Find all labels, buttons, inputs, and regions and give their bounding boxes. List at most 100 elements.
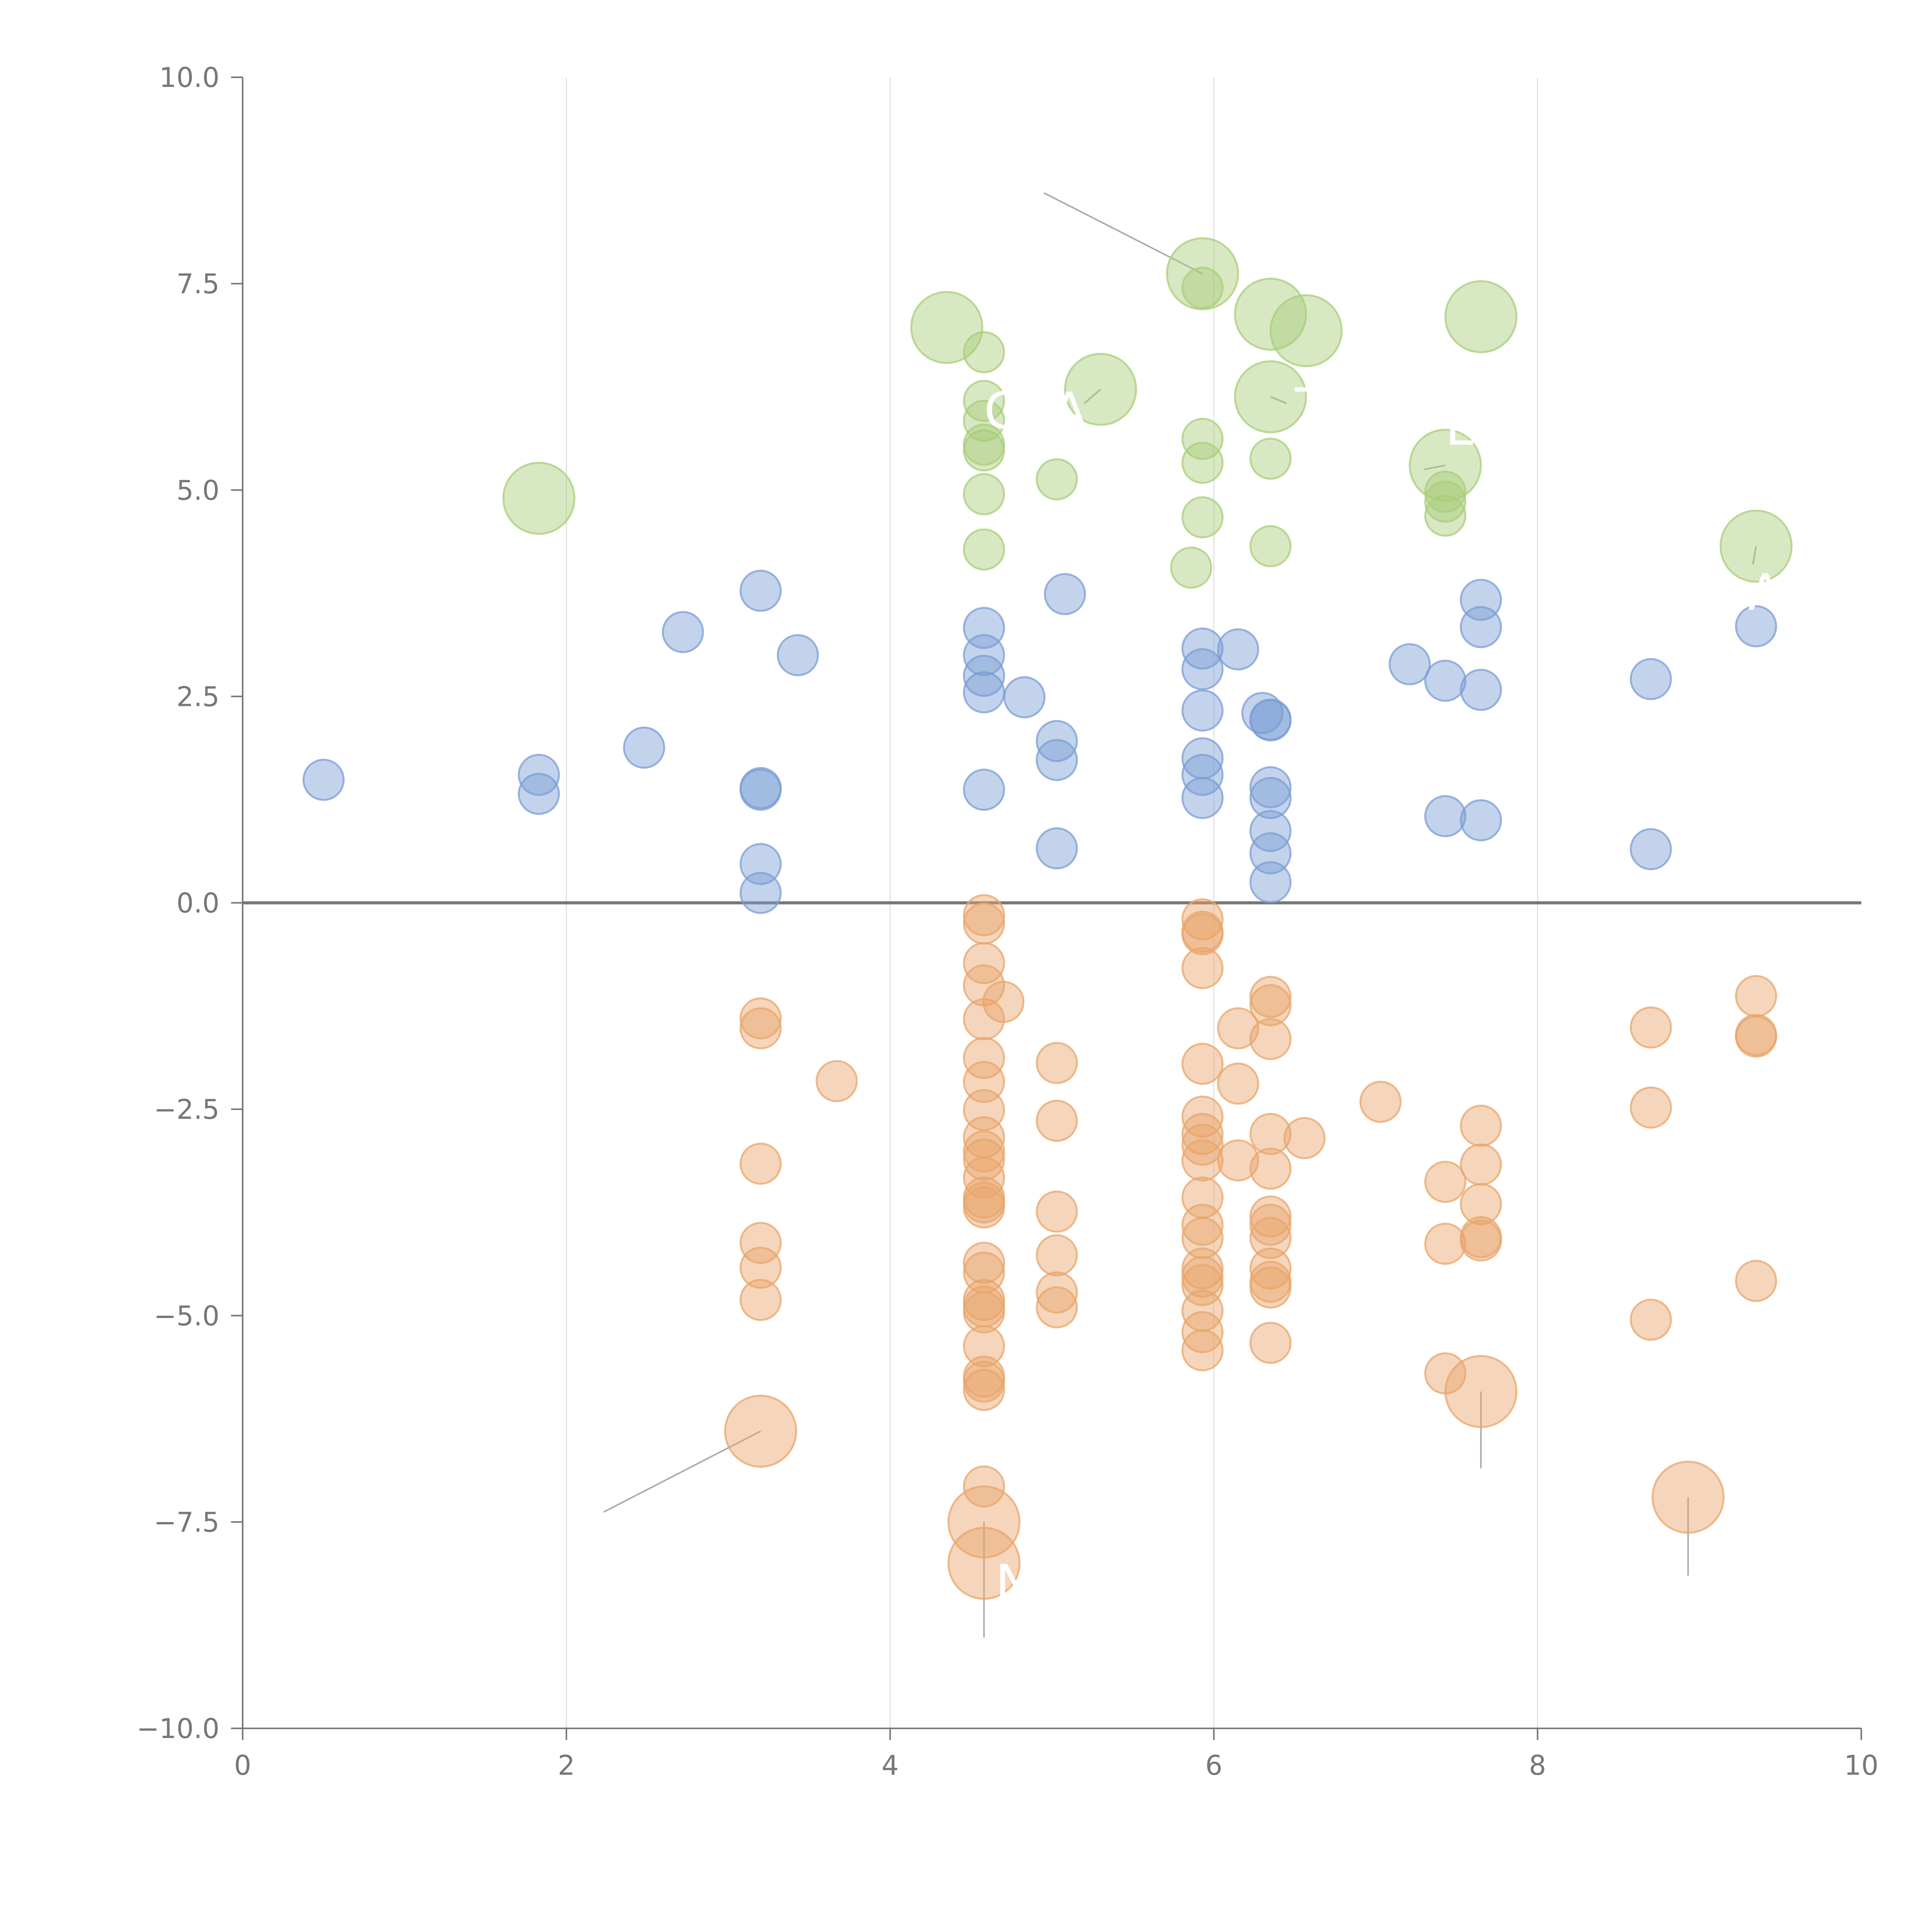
orange-point xyxy=(1181,1204,1224,1246)
orange-point xyxy=(1249,1147,1292,1190)
axes: 0 2 4 6 8 10 10.0 7.5 5.0 2.5 0.0 −2.5 −5.0 −7.5 −10.0 xyxy=(136,62,1878,1781)
blue-point xyxy=(963,671,1005,714)
orange-point xyxy=(1444,1355,1518,1428)
orange-point xyxy=(1217,1139,1259,1182)
orange-point xyxy=(1359,1080,1402,1123)
orange-point xyxy=(963,1369,1005,1411)
green-point xyxy=(1424,471,1466,513)
y-tick-label: −5.0 xyxy=(154,1300,219,1332)
orange-point xyxy=(1249,1113,1292,1155)
orange-point xyxy=(1036,1190,1078,1233)
orange-point xyxy=(739,1279,782,1321)
orange-point xyxy=(1181,1123,1224,1166)
orange-point xyxy=(1217,1007,1259,1049)
orange-point xyxy=(1249,1018,1292,1060)
blue-point xyxy=(1181,777,1224,819)
callout-label: L xyxy=(1445,398,1473,457)
orange-point xyxy=(1629,1298,1672,1341)
orange-point xyxy=(739,1247,782,1289)
x-tick-label: 8 xyxy=(1529,1750,1546,1781)
blue-point xyxy=(1036,739,1078,781)
x-tick-label: 6 xyxy=(1205,1750,1223,1781)
green-point xyxy=(1166,237,1239,310)
orange-point xyxy=(739,1143,782,1185)
orange-point xyxy=(739,1007,782,1049)
y-tick-label: −10.0 xyxy=(136,1713,219,1745)
orange-point xyxy=(963,1138,1005,1181)
blue-point xyxy=(739,843,782,885)
blue-point xyxy=(1424,660,1466,702)
orange-point xyxy=(1036,1271,1078,1314)
callout-label: A xyxy=(1052,381,1087,440)
green-point xyxy=(963,429,1005,472)
y-tick-label: 10.0 xyxy=(159,62,219,94)
orange-point xyxy=(1629,1086,1672,1129)
blue-point xyxy=(1217,628,1259,671)
x-tick-label: 0 xyxy=(234,1750,252,1781)
y-tick-label: 2.5 xyxy=(177,681,219,713)
green-point xyxy=(502,462,576,535)
blue-point xyxy=(1424,795,1466,837)
y-tick-label: 7.5 xyxy=(177,268,219,300)
orange-point xyxy=(1460,1219,1502,1262)
blue-point xyxy=(1181,753,1224,796)
green-point xyxy=(1036,458,1078,500)
orange-point xyxy=(1424,1223,1466,1265)
blue-point xyxy=(1249,766,1292,808)
orange-point xyxy=(1181,1217,1224,1259)
orange-point xyxy=(815,1060,858,1102)
blue-point xyxy=(1249,699,1292,742)
callout-leader-line xyxy=(1424,464,1446,470)
orange-point xyxy=(963,1291,1005,1333)
orange-point xyxy=(1460,1104,1502,1147)
orange-point xyxy=(1036,1286,1078,1328)
orange-point xyxy=(963,1325,1005,1367)
orange-point xyxy=(1735,975,1777,1017)
green-point xyxy=(1181,267,1224,309)
green-point xyxy=(1444,280,1518,354)
orange-point xyxy=(947,1527,1021,1600)
orange-point xyxy=(1181,1264,1224,1306)
orange-point xyxy=(1249,1204,1292,1246)
callout-label: T xyxy=(1294,377,1326,436)
green-point xyxy=(1249,525,1292,568)
orange-point xyxy=(1249,1217,1292,1259)
callout-leader-line xyxy=(1083,389,1101,404)
y-tick-label: 0.0 xyxy=(177,888,219,919)
blue-point xyxy=(963,655,1005,697)
blue-point xyxy=(1249,777,1292,819)
orange-point xyxy=(1181,947,1224,989)
y-tick-label: 5.0 xyxy=(177,474,219,506)
blue-point xyxy=(1629,828,1672,871)
orange-point xyxy=(1249,1266,1292,1309)
green-point xyxy=(1249,437,1292,480)
orange-point xyxy=(1036,1234,1078,1277)
orange-point xyxy=(1036,1100,1078,1142)
callout-label: N xyxy=(995,1554,1033,1612)
blue-point xyxy=(1249,832,1292,874)
orange-point xyxy=(1249,1247,1292,1290)
green-point xyxy=(963,473,1005,515)
orange-point xyxy=(1460,1183,1502,1225)
blue-point xyxy=(1249,810,1292,852)
green-point xyxy=(1181,418,1224,460)
x-tick-label: 10 xyxy=(1844,1750,1878,1781)
leader-lines xyxy=(603,192,1757,1638)
blue-point xyxy=(1181,648,1224,690)
orange-point xyxy=(1181,1311,1224,1353)
blue-point xyxy=(739,570,782,612)
green-point xyxy=(1181,442,1224,484)
callout-leader-line xyxy=(1270,396,1287,404)
blue-point xyxy=(302,759,345,801)
green-point xyxy=(1234,277,1307,351)
blue-point xyxy=(1249,861,1292,903)
blue-point xyxy=(623,726,665,769)
blue-point xyxy=(518,772,560,815)
orange-point xyxy=(1460,1143,1502,1186)
orange-point xyxy=(963,942,1005,984)
blue-point xyxy=(518,753,560,796)
blue-point xyxy=(662,611,704,653)
blue-point xyxy=(1735,605,1777,648)
blue-point xyxy=(1241,692,1284,734)
